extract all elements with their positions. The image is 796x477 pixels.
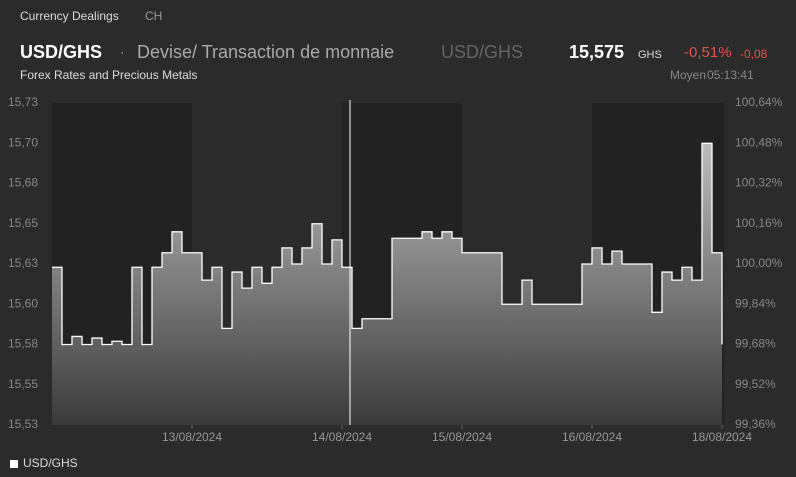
y-tick-label: 15,58 [8, 337, 38, 351]
change: -0,08 [740, 47, 768, 61]
legend-label: USD/GHS [23, 456, 78, 470]
y2-tick-label: 100,00% [735, 256, 783, 270]
y-tick-label: 15,60 [8, 296, 38, 310]
y-tick-label: 15,63 [8, 256, 38, 270]
x-tick-label: 18/08/2024 [692, 430, 752, 444]
price: 15,575 [569, 42, 624, 62]
separator: · [120, 44, 125, 60]
y2-tick-label: 99,68% [735, 337, 776, 351]
x-tick-label: 13/08/2024 [162, 430, 222, 444]
y2-tick-label: 100,48% [735, 135, 783, 149]
area [52, 143, 722, 425]
x-tick-label: 14/08/2024 [312, 430, 372, 444]
y-tick-label: 15,70 [8, 135, 38, 149]
section-tab[interactable]: Currency Dealings [20, 9, 119, 23]
legend-swatch [10, 460, 18, 468]
y-tick-label: 15,55 [8, 377, 38, 391]
description: Devise/ Transaction de monnaie [137, 42, 394, 62]
y-tick-label: 15,68 [8, 176, 38, 190]
y2-tick-label: 100,16% [735, 216, 783, 230]
region-tab[interactable]: CH [145, 9, 162, 23]
y-tick-label: 15,65 [8, 216, 38, 230]
y2-tick-label: 100,64% [735, 95, 783, 109]
symbol: USD/GHS [20, 42, 102, 62]
price-type: Moyen [670, 68, 706, 82]
y2-tick-label: 99,84% [735, 296, 776, 310]
y2-tick-label: 99,52% [735, 377, 776, 391]
change-percent: -0,51% [684, 44, 732, 61]
plot: 15,53 15,55 15,58 15,60 15,63 15,65 15,68 15,70… [8, 95, 783, 444]
currency: GHS [638, 49, 662, 61]
x-tick-label: 15/08/2024 [432, 430, 492, 444]
symbol-secondary: USD/GHS [441, 42, 523, 62]
y2-tick-label: 100,32% [735, 176, 783, 190]
y2-tick-label: 99,36% [735, 417, 776, 431]
y-tick-label: 15,53 [8, 417, 38, 431]
x-tick-label: 16/08/2024 [562, 430, 622, 444]
subtitle: Forex Rates and Precious Metals [20, 68, 197, 82]
line [52, 142, 723, 346]
y-tick-label: 15,73 [8, 95, 38, 109]
time: 05:13:41 [707, 68, 754, 82]
